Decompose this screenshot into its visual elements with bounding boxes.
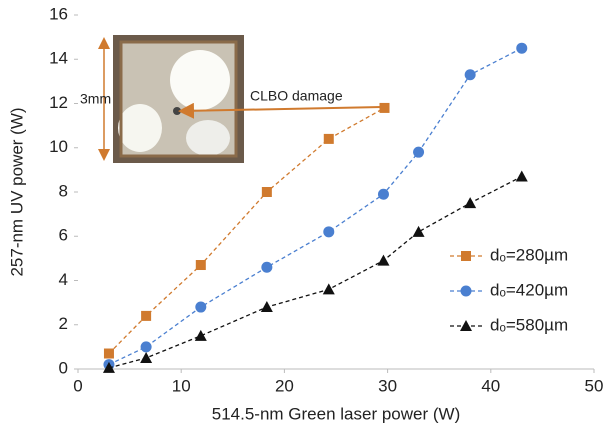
y-tick-label: 16 xyxy=(49,4,68,23)
data-point xyxy=(465,69,476,80)
data-point xyxy=(261,301,273,312)
data-point xyxy=(516,171,528,182)
y-tick-label: 6 xyxy=(59,226,68,245)
x-tick-label: 50 xyxy=(585,376,604,395)
y-tick-label: 8 xyxy=(59,181,68,200)
data-point xyxy=(196,260,206,270)
x-axis-label: 514.5-nm Green laser power (W) xyxy=(212,404,460,423)
data-point xyxy=(323,226,334,237)
data-point xyxy=(377,255,389,266)
series-line xyxy=(109,177,522,368)
data-point xyxy=(141,341,152,352)
y-tick-label: 4 xyxy=(59,270,68,289)
data-point xyxy=(413,226,425,237)
y-tick-label: 10 xyxy=(49,137,68,156)
x-tick-label: 20 xyxy=(275,376,294,395)
x-tick-label: 30 xyxy=(378,376,397,395)
data-point xyxy=(262,187,272,197)
data-point xyxy=(104,349,114,359)
y-tick-label: 2 xyxy=(59,314,68,333)
y-tick-label: 14 xyxy=(49,49,68,68)
y-tick-label: 0 xyxy=(59,358,68,377)
data-point xyxy=(195,330,207,341)
data-point xyxy=(323,283,335,294)
legend-label: dₒ=280µm xyxy=(490,245,568,264)
inset-photo xyxy=(113,35,244,163)
annotation: 3mm xyxy=(80,91,111,107)
data-point xyxy=(141,311,151,321)
y-axis-label: 257-nm UV power (W) xyxy=(7,107,26,276)
x-tick-label: 40 xyxy=(481,376,500,395)
annotation: CLBO damage xyxy=(250,88,343,104)
data-point xyxy=(464,197,476,208)
y-tick-label: 12 xyxy=(49,93,68,112)
chart: 514.5-nm Green laser power (W) 257-nm UV… xyxy=(0,0,614,435)
data-point xyxy=(413,147,424,158)
legend-marker xyxy=(461,251,471,261)
legend-label: dₒ=580µm xyxy=(490,315,568,334)
x-tick-label: 10 xyxy=(172,376,191,395)
data-point xyxy=(516,43,527,54)
data-point xyxy=(195,302,206,313)
data-point xyxy=(378,189,389,200)
data-point xyxy=(324,134,334,144)
data-point xyxy=(261,262,272,273)
data-point xyxy=(140,352,152,363)
legend-marker xyxy=(460,320,472,331)
x-tick-label: 0 xyxy=(73,376,82,395)
legend-marker xyxy=(461,286,472,297)
data-point xyxy=(380,103,390,113)
legend-label: dₒ=420µm xyxy=(490,280,568,299)
